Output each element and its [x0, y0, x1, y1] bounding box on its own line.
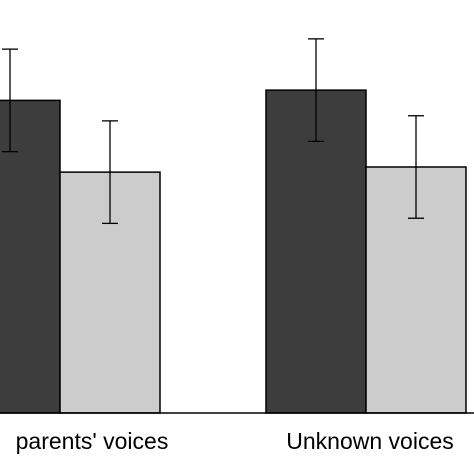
error-bar-1-1 — [408, 115, 424, 219]
category-label: Unknown voices — [286, 428, 453, 454]
bar-0-0 — [0, 99, 61, 414]
error-bars-group — [2, 38, 424, 225]
error-bar-0-0 — [2, 48, 18, 153]
bar-1-0 — [265, 89, 367, 414]
bars-group — [0, 89, 467, 414]
category-label: parents' voices — [16, 428, 169, 454]
error-bar-0-1 — [102, 120, 118, 225]
error-bar-1-0 — [308, 38, 324, 143]
